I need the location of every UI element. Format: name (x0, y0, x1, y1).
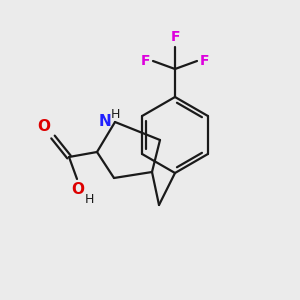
Text: F: F (170, 30, 180, 44)
Text: H: H (111, 108, 120, 121)
Text: F: F (200, 54, 209, 68)
Text: H: H (85, 193, 94, 206)
Text: N: N (98, 113, 111, 128)
Text: F: F (140, 54, 150, 68)
Text: O: O (71, 182, 85, 197)
Text: O: O (37, 119, 50, 134)
